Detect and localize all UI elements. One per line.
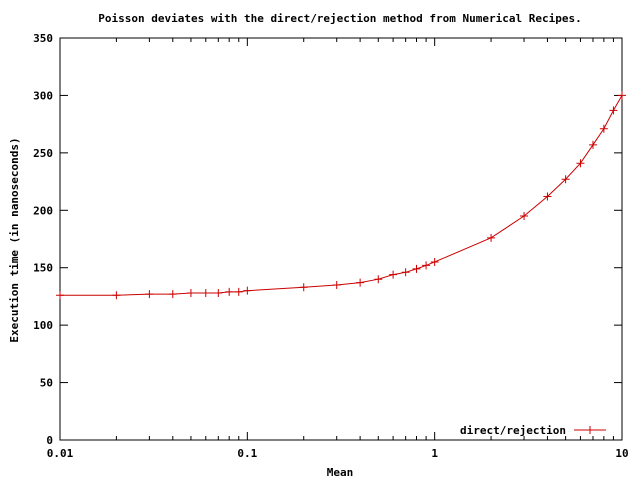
y-tick-label: 50 [40, 377, 53, 390]
data-point-marker [588, 140, 597, 149]
data-point-marker [168, 290, 177, 299]
data-point-marker [374, 275, 383, 284]
data-point-marker [520, 212, 529, 221]
data-point-marker [412, 264, 421, 273]
data-point-marker [430, 257, 439, 266]
data-point-marker [243, 286, 252, 295]
data-point-marker [401, 268, 410, 277]
data-point-marker [609, 106, 618, 115]
data-point-marker [332, 280, 341, 289]
data-point-marker [356, 278, 365, 287]
data-point-marker [225, 287, 234, 296]
x-axis: 0.01 0.1 1 10 [47, 38, 629, 460]
data-point-marker [422, 261, 431, 270]
y-tick-label: 300 [33, 89, 53, 102]
x-axis-label: Mean [327, 466, 354, 479]
y-tick-label: 350 [33, 32, 53, 45]
y-axis: 0 50 100 150 200 250 300 350 [33, 32, 622, 447]
data-point-marker [201, 288, 210, 297]
data-point-marker [112, 291, 121, 300]
plot-frame [59, 37, 623, 441]
y-tick-label: 100 [33, 319, 53, 332]
series-line [60, 95, 623, 296]
y-tick-label: 0 [46, 434, 53, 447]
chart-title: Poisson deviates with the direct/rejecti… [98, 12, 581, 25]
data-point-marker [56, 291, 64, 300]
y-tick-label: 250 [33, 147, 53, 160]
data-point-marker [389, 270, 398, 279]
x-tick-label: 0.1 [237, 447, 257, 460]
legend: direct/rejection [460, 424, 606, 437]
data-point-marker [186, 288, 195, 297]
series-layer [56, 91, 626, 300]
y-tick-label: 200 [33, 204, 53, 217]
data-point-marker [234, 287, 243, 296]
x-tick-label: 0.01 [47, 447, 74, 460]
data-point-marker [543, 192, 552, 201]
data-point-marker [299, 283, 308, 292]
y-tick-label: 150 [33, 262, 53, 275]
x-tick-label: 10 [615, 447, 628, 460]
legend-label: direct/rejection [460, 424, 566, 437]
data-point-marker [487, 233, 496, 242]
data-point-marker [145, 290, 154, 299]
y-axis-label: Execution time (in nanoseconds) [8, 137, 21, 342]
legend-marker [586, 426, 594, 434]
data-point-marker [576, 159, 585, 168]
data-point-marker [618, 91, 626, 100]
data-point-marker [599, 124, 608, 133]
data-point-marker [214, 288, 223, 297]
x-tick-label: 1 [431, 447, 438, 460]
data-point-marker [561, 175, 570, 184]
